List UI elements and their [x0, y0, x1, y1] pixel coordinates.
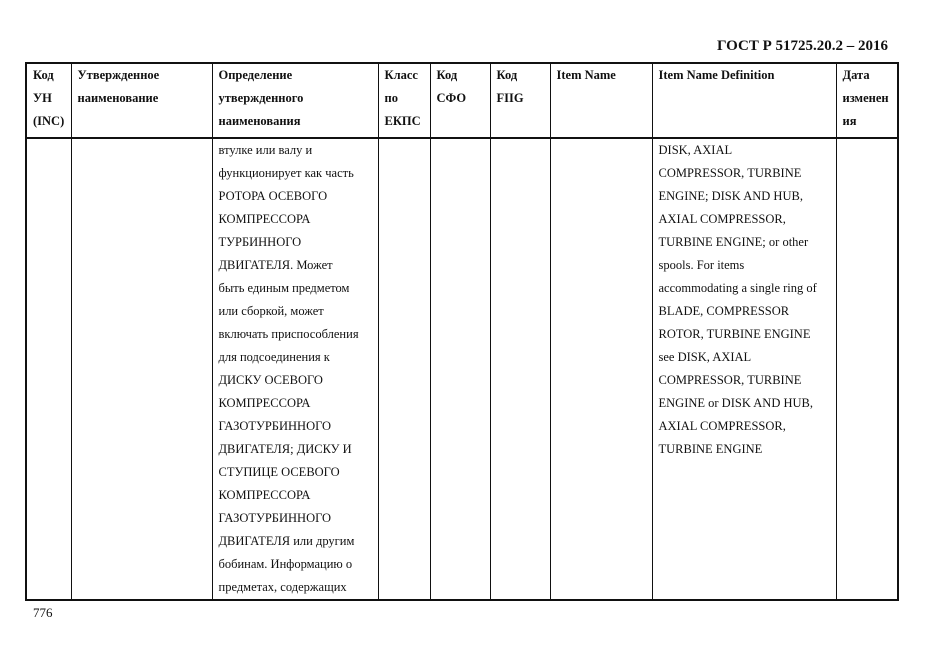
column-header-sfo: Код СФО: [429, 62, 491, 139]
text-line: или сборкой, может: [218, 304, 324, 318]
text-line: BLADE, COMPRESSOR: [658, 304, 790, 318]
text-line: TURBINE ENGINE: [658, 442, 763, 456]
text-line: ДВИГАТЕЛЯ; ДИСКУ И: [218, 442, 352, 456]
text-line: ENGINE or DISK AND HUB,: [658, 396, 814, 410]
table-row: втулке или валу и функционирует как часть…: [25, 137, 899, 601]
text-line: втулке или валу и: [218, 143, 313, 157]
text-line: Дата: [842, 68, 870, 82]
text-line: ия: [842, 114, 857, 128]
text-line: РОТОРА ОСЕВОГО: [218, 189, 328, 203]
text-line: Код: [436, 68, 458, 82]
text-line: Определение: [218, 68, 293, 82]
text-line: Код: [496, 68, 518, 82]
text-line: ROTOR, TURBINE ENGINE: [658, 327, 811, 341]
text-line: COMPRESSOR, TURBINE: [658, 166, 802, 180]
text-line: утвержденного: [218, 91, 304, 105]
text-line: СФО: [436, 91, 467, 105]
table-header-row: Код УН (INC) Утвержденное наименование Опреде…: [25, 62, 899, 139]
column-header-inc: Код УН (INC): [25, 62, 72, 139]
text-line: наименования: [218, 114, 301, 128]
text-line: по: [384, 91, 398, 105]
cell-definition-ru: втулке или валу и функционирует как часть…: [211, 137, 379, 601]
cell-item-name: [549, 137, 653, 601]
column-header-item-name: Item Name: [549, 62, 653, 139]
column-header-class: Класс по ЕКПС: [377, 62, 431, 139]
text-line: Утвержденное: [77, 68, 160, 82]
text-line: ДИСКУ ОСЕВОГО: [218, 373, 323, 387]
text-line: ДВИГАТЕЛЯ или другим: [218, 534, 355, 548]
text-line: ТУРБИННОГО: [218, 235, 302, 249]
text-line: TURBINE ENGINE; or other: [658, 235, 809, 249]
text-line: Класс: [384, 68, 418, 82]
text-line: AXIAL COMPRESSOR,: [658, 212, 786, 226]
cell-approved-name: [70, 137, 213, 601]
text-line: КОМПРЕССОРА: [218, 212, 311, 226]
text-line: ГАЗОТУРБИННОГО: [218, 511, 332, 525]
text-line: СТУПИЦЕ ОСЕВОГО: [218, 465, 340, 479]
cell-sfo: [429, 137, 491, 601]
cell-class: [377, 137, 431, 601]
text-line: ENGINE; DISK AND HUB,: [658, 189, 803, 203]
text-line: Item Name: [556, 68, 616, 82]
text-line: ДВИГАТЕЛЯ. Может: [218, 258, 333, 272]
column-header-approved-name: Утвержденное наименование: [70, 62, 213, 139]
text-line: (INC): [33, 114, 65, 128]
text-line: изменен: [842, 91, 889, 105]
text-line: DISK, AXIAL: [658, 143, 733, 157]
cell-inc: [25, 137, 72, 601]
column-header-definition: Определение утвержденного наименования: [211, 62, 379, 139]
text-line: бобинам. Информацию о: [218, 557, 353, 571]
column-header-item-name-definition: Item Name Definition: [651, 62, 837, 139]
text-line: ЕКПС: [384, 114, 421, 128]
text-line: УН: [33, 91, 52, 105]
cell-fiig: [489, 137, 551, 601]
text-line: Код: [33, 68, 54, 82]
text-line: предметах, содержащих: [218, 580, 347, 594]
items-table: Код УН (INC) Утвержденное наименование Опреде…: [25, 62, 899, 601]
text-line: spools. For items: [658, 258, 745, 272]
text-line: see DISK, AXIAL: [658, 350, 752, 364]
text-line: быть единым предметом: [218, 281, 350, 295]
column-header-fiig: Код FIIG: [489, 62, 551, 139]
text-line: COMPRESSOR, TURBINE: [658, 373, 802, 387]
text-line: КОМПРЕССОРА: [218, 396, 311, 410]
cell-date: [835, 137, 899, 601]
text-line: включать приспособления: [218, 327, 359, 341]
text-line: ГАЗОТУРБИННОГО: [218, 419, 332, 433]
text-line: accommodating a single ring of: [658, 281, 817, 295]
cell-definition-en: DISK, AXIAL COMPRESSOR, TURBINE ENGINE; DI…: [651, 137, 837, 601]
page-number: 776: [33, 605, 53, 620]
text-line: функционирует как часть: [218, 166, 354, 180]
text-line: Item Name Definition: [658, 68, 775, 82]
text-line: AXIAL COMPRESSOR,: [658, 419, 786, 433]
text-line: наименование: [77, 91, 159, 105]
document-title: ГОСТ Р 51725.20.2 – 2016: [716, 38, 888, 54]
text-line: FIIG: [496, 91, 524, 105]
text-line: для подсоединения к: [218, 350, 330, 364]
column-header-change-date: Дата изменен ия: [835, 62, 899, 139]
text-line: КОМПРЕССОРА: [218, 488, 311, 502]
